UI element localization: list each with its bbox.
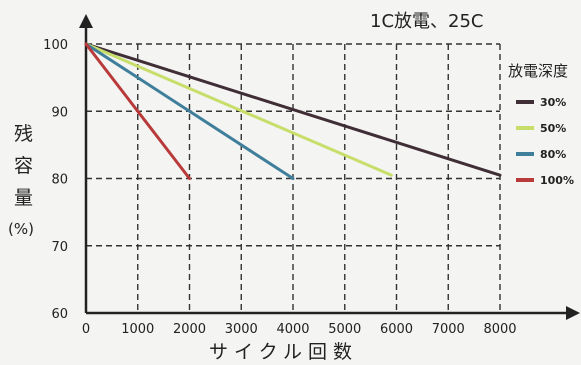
x-axis-arrow <box>566 306 580 320</box>
x-tick-label: 3000 <box>225 322 258 337</box>
legend-label: 80% <box>540 148 566 161</box>
legend-label: 30% <box>540 96 566 109</box>
legend: 放電深度 30% 50% 80% 100% <box>508 62 574 187</box>
series-line-100pct <box>84 42 191 180</box>
legend-label: 100% <box>540 174 574 187</box>
series-line-50pct <box>84 42 393 177</box>
ylabel-char-2: 容 <box>14 155 33 177</box>
legend-title: 放電深度 <box>508 62 568 80</box>
ylabel-unit: (%) <box>8 220 34 238</box>
y-tick-label: 100 <box>43 38 68 53</box>
x-tick-label: 8000 <box>483 322 516 337</box>
y-axis-arrow <box>79 14 93 28</box>
ylabel-char-3: 量 <box>14 187 33 209</box>
x-tick-label: 1000 <box>121 322 154 337</box>
x-tick-label: 5000 <box>328 322 361 337</box>
x-tick-label: 0 <box>82 322 90 337</box>
x-tick-label: 2000 <box>173 322 206 337</box>
legend-label: 50% <box>540 122 566 135</box>
axes <box>79 14 580 320</box>
y-tick-label: 60 <box>51 307 68 322</box>
series-lines <box>84 42 502 180</box>
y-tick-label: 90 <box>51 105 68 120</box>
y-tick-label: 70 <box>51 240 68 255</box>
x-axis-label: サイクル回数 <box>209 341 358 363</box>
ylabel-char-1: 残 <box>14 123 33 145</box>
series-line-80pct <box>84 42 295 180</box>
y-tick-label: 80 <box>51 173 68 188</box>
chart-condition: 1C放電、25C <box>370 11 484 32</box>
series-line-30pct <box>84 42 502 177</box>
x-tick-label: 6000 <box>380 322 413 337</box>
x-tick-label: 4000 <box>276 322 309 337</box>
tick-labels: 0 1000 2000 3000 4000 5000 6000 7000 8000 60 70 80 9… <box>43 38 516 337</box>
x-tick-label: 7000 <box>432 322 465 337</box>
